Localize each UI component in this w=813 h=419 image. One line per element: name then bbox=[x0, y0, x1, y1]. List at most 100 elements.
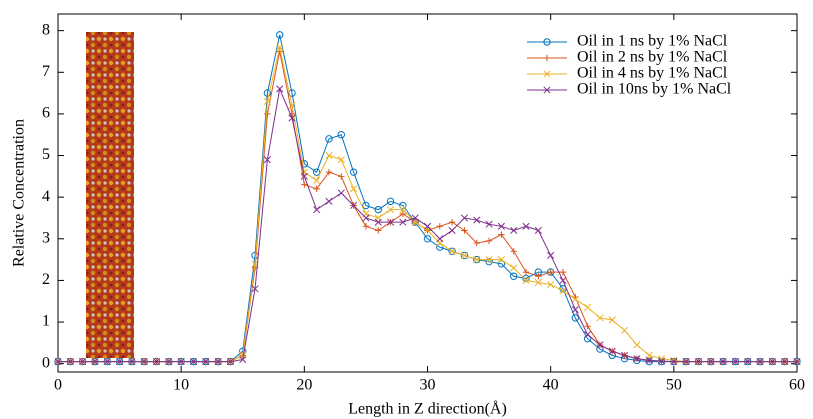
data-point bbox=[621, 351, 629, 359]
data-point bbox=[670, 358, 678, 366]
data-point bbox=[485, 237, 493, 245]
data-point bbox=[325, 135, 333, 143]
data-point bbox=[325, 168, 333, 176]
data-point bbox=[128, 358, 136, 366]
data-point bbox=[633, 341, 641, 349]
x-tick-label: 0 bbox=[54, 377, 62, 394]
data-point bbox=[682, 358, 690, 366]
y-tick-label: 7 bbox=[42, 63, 50, 80]
data-point bbox=[460, 251, 469, 260]
data-point bbox=[543, 70, 551, 78]
data-point bbox=[276, 85, 284, 93]
data-point bbox=[731, 358, 739, 366]
data-point bbox=[584, 303, 592, 312]
data-point bbox=[79, 358, 87, 366]
data-point bbox=[510, 272, 518, 280]
data-point bbox=[399, 206, 407, 214]
data-point bbox=[510, 248, 517, 255]
data-point bbox=[325, 197, 333, 205]
data-point bbox=[251, 285, 259, 293]
data-point bbox=[337, 131, 345, 139]
x-tick-label: 10 bbox=[173, 377, 189, 394]
data-point bbox=[436, 243, 444, 251]
y-tick-label: 8 bbox=[42, 21, 50, 38]
data-point bbox=[374, 218, 382, 226]
data-point bbox=[264, 110, 271, 118]
molecular-slab-image bbox=[86, 32, 134, 358]
y-tick-label: 1 bbox=[42, 313, 50, 330]
data-point bbox=[103, 358, 111, 366]
data-point bbox=[510, 226, 518, 235]
legend-label: Oil in 4 ns by 1% NaCl bbox=[577, 65, 728, 82]
data-point bbox=[559, 276, 567, 284]
data-point bbox=[362, 201, 370, 210]
data-point bbox=[386, 197, 395, 206]
data-point bbox=[621, 326, 629, 334]
data-point bbox=[239, 355, 247, 364]
data-point bbox=[288, 114, 296, 122]
data-point bbox=[338, 173, 345, 180]
data-point bbox=[350, 201, 358, 210]
data-point bbox=[448, 218, 456, 226]
x-tick-label: 30 bbox=[420, 377, 436, 394]
data-point bbox=[473, 239, 480, 247]
x-tick-label: 50 bbox=[666, 377, 682, 394]
data-point bbox=[362, 223, 370, 230]
data-point bbox=[534, 278, 542, 287]
data-point bbox=[473, 216, 481, 224]
legend-label: Oil in 2 ns by 1% NaCl bbox=[577, 49, 728, 66]
data-point bbox=[300, 172, 308, 180]
data-point bbox=[448, 247, 456, 255]
data-point bbox=[263, 156, 271, 164]
data-point bbox=[436, 223, 444, 230]
y-axis-label: Relative Concentration bbox=[11, 119, 28, 267]
data-point bbox=[793, 358, 801, 366]
data-point bbox=[276, 43, 284, 51]
data-point bbox=[54, 358, 62, 366]
data-point bbox=[559, 268, 567, 276]
legend-label: Oil in 1 ns by 1% NaCl bbox=[577, 33, 728, 50]
data-point bbox=[559, 287, 567, 295]
data-point bbox=[399, 210, 407, 218]
data-point bbox=[497, 260, 506, 268]
data-point bbox=[423, 222, 432, 230]
data-point bbox=[375, 227, 382, 234]
data-point bbox=[423, 235, 432, 243]
data-point bbox=[485, 220, 493, 228]
data-point bbox=[276, 31, 284, 39]
data-point bbox=[547, 251, 555, 259]
data-point bbox=[543, 86, 551, 94]
data-point bbox=[288, 89, 296, 97]
data-point bbox=[547, 281, 555, 289]
data-point bbox=[165, 358, 173, 366]
data-point bbox=[116, 358, 124, 366]
x-tick-label: 20 bbox=[296, 377, 312, 394]
data-point bbox=[583, 334, 592, 343]
data-point bbox=[707, 358, 715, 366]
data-point bbox=[177, 358, 185, 366]
data-point bbox=[571, 306, 579, 314]
data-point bbox=[399, 201, 407, 210]
y-tick-label: 6 bbox=[42, 105, 50, 122]
data-point bbox=[337, 156, 345, 164]
data-point bbox=[571, 295, 579, 303]
data-point bbox=[448, 226, 456, 235]
data-point bbox=[498, 231, 505, 238]
data-point bbox=[362, 214, 370, 222]
data-point bbox=[214, 358, 222, 366]
data-point bbox=[522, 276, 530, 284]
data-point bbox=[386, 206, 395, 214]
data-point bbox=[510, 264, 518, 272]
y-tick-label: 2 bbox=[42, 271, 50, 288]
data-point bbox=[535, 273, 542, 280]
data-point bbox=[301, 181, 308, 188]
data-point bbox=[534, 226, 542, 235]
data-point bbox=[263, 89, 272, 97]
data-point bbox=[522, 222, 530, 230]
data-point bbox=[91, 358, 99, 366]
data-point bbox=[584, 323, 591, 330]
data-point bbox=[473, 256, 481, 264]
data-point bbox=[645, 351, 653, 359]
data-point bbox=[189, 358, 198, 366]
data-point bbox=[226, 358, 234, 366]
